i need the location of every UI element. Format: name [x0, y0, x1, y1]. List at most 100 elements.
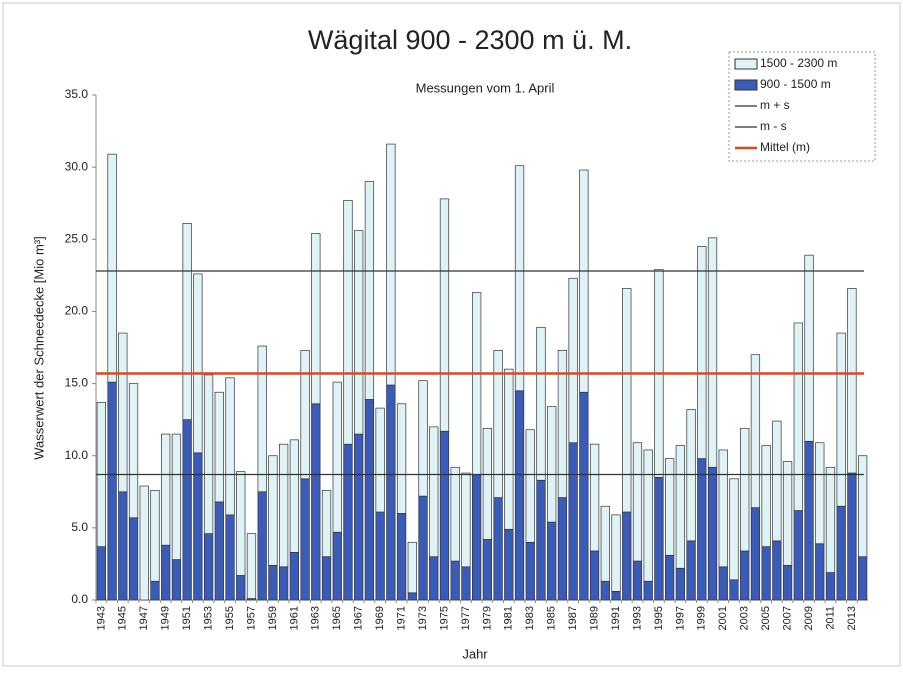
- x-tick-label: 1987: [567, 606, 579, 630]
- bar-segment: [268, 565, 278, 601]
- x-tick-label: 1963: [310, 606, 322, 630]
- chart-subtitle: Messungen vom 1. April: [416, 80, 555, 95]
- bar-segment: [611, 514, 621, 592]
- legend-label: 1500 - 2300 m: [760, 56, 837, 70]
- bar-segment: [622, 511, 632, 601]
- bar-segment: [182, 223, 192, 420]
- bar-segment: [118, 491, 128, 601]
- bar-segment: [418, 495, 428, 601]
- bar-segment: [236, 471, 246, 576]
- legend-label: m - s: [760, 119, 787, 133]
- bar-segment: [579, 169, 589, 393]
- bar-segment: [321, 556, 332, 601]
- y-tick-label: 35.0: [65, 87, 89, 101]
- bar-segment: [857, 455, 868, 558]
- y-tick-label: 20.0: [65, 304, 89, 318]
- bar-segment: [493, 497, 503, 601]
- bar-segment: [836, 332, 846, 507]
- legend-box: [728, 51, 876, 162]
- legend-swatch: [734, 79, 758, 91]
- bar-segment: [750, 354, 761, 509]
- bar-segment: [622, 287, 632, 513]
- bar-segment: [343, 443, 353, 601]
- x-axis-label: Jahr: [462, 646, 488, 661]
- bar-segment: [429, 556, 439, 601]
- bar-segment: [118, 332, 128, 493]
- x-tick-label: 1975: [438, 606, 450, 630]
- x-tick-label: 1953: [202, 606, 214, 630]
- y-tick-label: 0.0: [71, 592, 88, 606]
- bar-segment: [718, 566, 728, 601]
- bar-segment: [461, 566, 471, 601]
- bar-segment: [697, 246, 707, 459]
- bar-segment: [311, 233, 321, 405]
- bar-segment: [354, 230, 364, 435]
- bar-segment: [246, 533, 257, 599]
- bar-segment: [418, 380, 428, 497]
- bar-segment: [514, 390, 525, 601]
- bar-segment: [225, 514, 235, 601]
- bar-segment: [482, 539, 493, 601]
- x-tick-label: 1947: [138, 606, 150, 630]
- x-tick-label: 2001: [717, 606, 729, 630]
- bar-segment: [332, 381, 342, 533]
- bar-segment: [707, 466, 718, 601]
- bar-segment: [107, 381, 117, 601]
- bar-segment: [482, 427, 493, 540]
- bar-segment: [761, 445, 771, 547]
- bar-segment: [214, 391, 224, 503]
- bar-segment: [396, 403, 407, 514]
- bar-segment: [128, 517, 139, 601]
- bar-segment: [150, 580, 160, 601]
- bar-segment: [718, 449, 728, 568]
- bar-segment: [364, 399, 375, 601]
- bar-segment: [300, 350, 310, 480]
- bar-segment: [579, 391, 589, 601]
- x-tick-label: 1979: [481, 606, 493, 630]
- x-tick-label: 1961: [288, 606, 300, 630]
- x-tick-label: 1949: [160, 606, 172, 630]
- bar-segment: [557, 350, 568, 498]
- bar-segment: [643, 449, 653, 582]
- y-tick-label: 5.0: [71, 520, 88, 534]
- x-tick-label: 1959: [267, 606, 279, 630]
- bar-segment: [664, 554, 675, 601]
- bar-segment: [289, 439, 300, 553]
- x-tick-label: 2005: [760, 606, 772, 630]
- bar-segment: [504, 368, 514, 530]
- bar-segment: [632, 560, 643, 601]
- x-tick-label: 1943: [95, 606, 107, 630]
- bar-segment: [772, 420, 782, 542]
- legend-label: m + s: [760, 98, 790, 112]
- legend-label: 900 - 1500 m: [760, 77, 831, 91]
- y-tick-label: 15.0: [65, 376, 89, 390]
- x-tick-label: 1985: [546, 606, 558, 630]
- bar-segment: [439, 198, 450, 432]
- bar-segment: [257, 345, 267, 493]
- bar-segment: [96, 546, 106, 601]
- bar-segment: [107, 153, 117, 383]
- bar-segment: [632, 442, 643, 562]
- x-tick-label: 1995: [653, 606, 665, 630]
- bar-segment: [707, 237, 718, 468]
- bar-segment: [354, 433, 364, 601]
- bar-segment: [825, 572, 836, 601]
- bar-segment: [643, 580, 653, 601]
- bar-segment: [804, 254, 814, 442]
- bar-segment: [214, 501, 224, 601]
- bar-segment: [257, 491, 267, 601]
- x-tick-label: 2007: [781, 606, 793, 630]
- bar-segment: [203, 533, 214, 601]
- bar-segment: [311, 403, 321, 601]
- bar-segment: [150, 489, 160, 582]
- x-tick-label: 2011: [824, 606, 836, 630]
- bar-segment: [525, 429, 535, 543]
- bar-segment: [472, 292, 482, 475]
- bar-segment: [203, 374, 214, 534]
- bar-segment: [504, 528, 514, 601]
- bar-segment: [847, 287, 857, 474]
- bar-segment: [321, 489, 332, 558]
- bar-segment: [750, 507, 761, 601]
- bar-segment: [171, 433, 182, 560]
